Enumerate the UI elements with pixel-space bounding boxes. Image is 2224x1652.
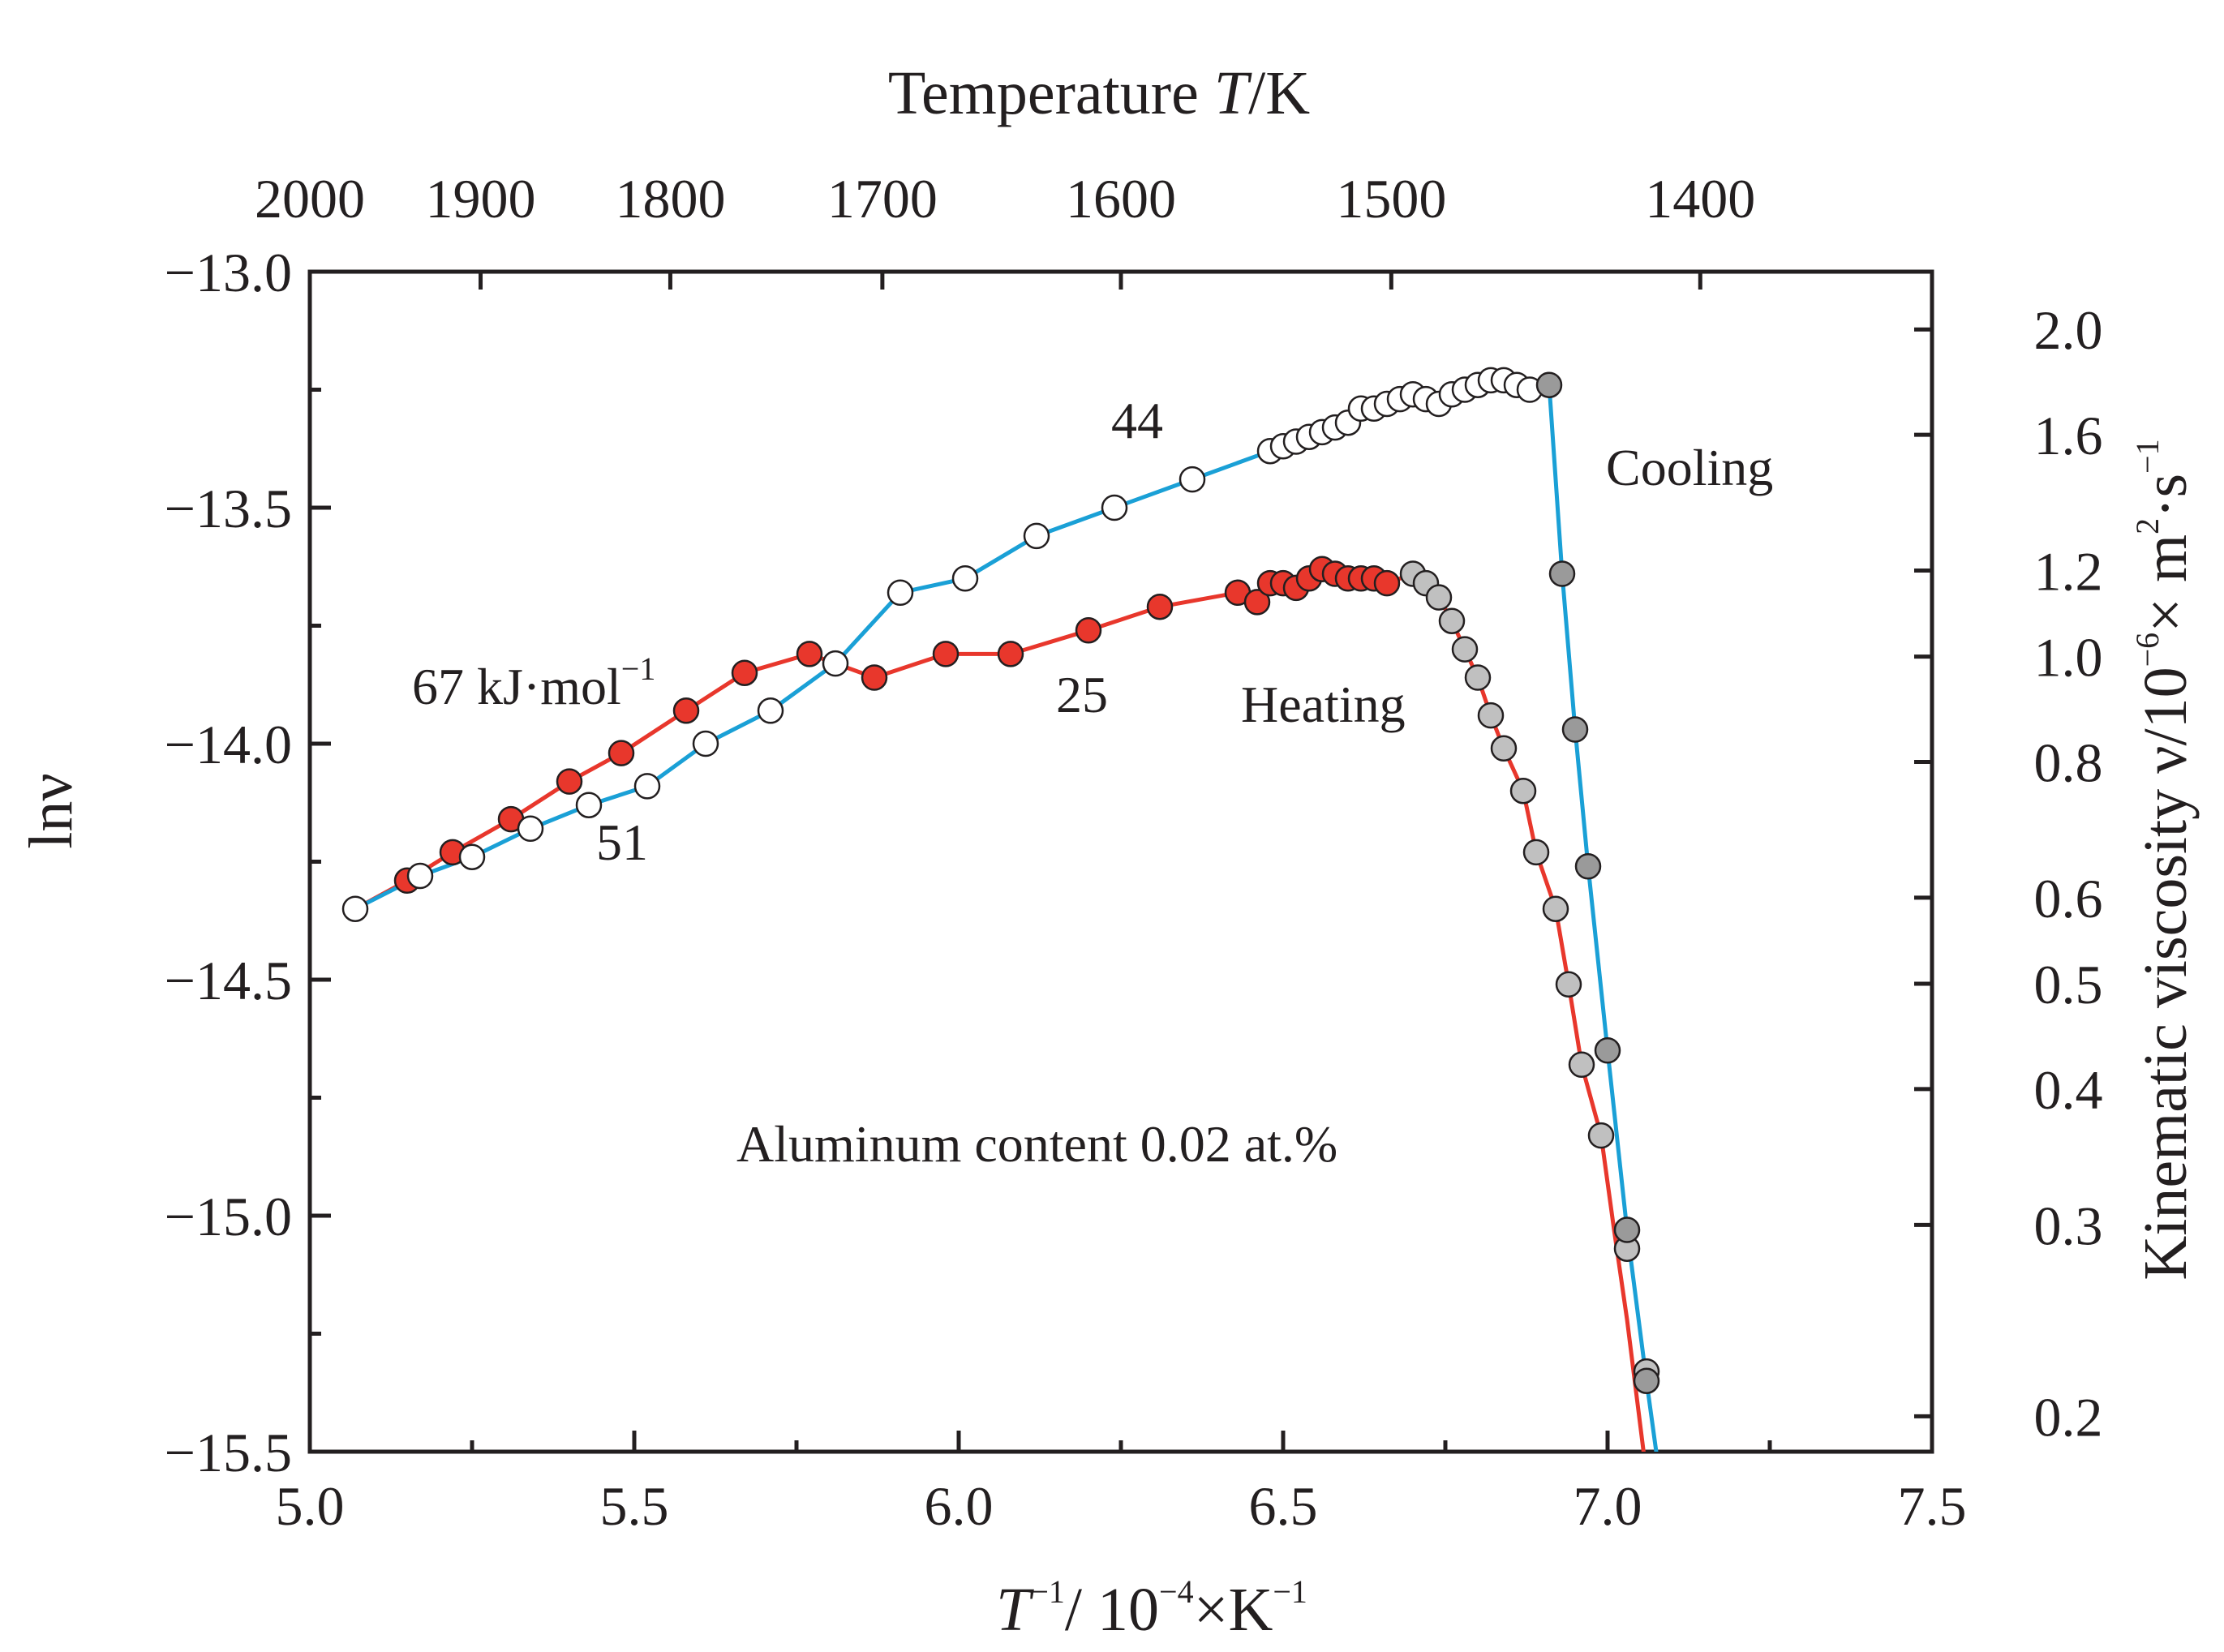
heating-point-grey — [1522, 839, 1550, 866]
y-tick-label: −13.5 — [165, 478, 292, 539]
heating-point — [1146, 593, 1174, 620]
right-tick-label: 0.3 — [2034, 1195, 2103, 1256]
top-tick-label: 1400 — [1645, 168, 1755, 230]
y-axis-title: lnν — [17, 773, 85, 848]
top-tick-label: 1900 — [426, 168, 536, 230]
slope-label-25: 25 — [1056, 666, 1108, 723]
cooling-point — [1023, 522, 1050, 550]
cooling-series-line — [354, 378, 1659, 1452]
cooling-point-dark — [1613, 1216, 1641, 1243]
x-tick-label: 6.5 — [1249, 1475, 1318, 1537]
top-tick-label: 2000 — [255, 168, 365, 230]
slope-label-44: 44 — [1111, 392, 1163, 449]
cooling-point-dark — [1633, 1367, 1660, 1394]
cooling-point — [458, 843, 486, 870]
series-points — [341, 367, 1660, 1394]
top-tick-label: 1800 — [615, 168, 725, 230]
cooling-point-dark — [1548, 560, 1576, 587]
y-tick-label: −13.0 — [165, 242, 292, 303]
y-tick-label: −14.5 — [165, 950, 292, 1011]
heating-point — [1243, 589, 1271, 616]
cooling-point — [406, 862, 434, 890]
cooling-label: Cooling — [1606, 439, 1773, 496]
y-tick-label: −15.5 — [165, 1422, 292, 1483]
x-tick-label: 7.5 — [1898, 1475, 1967, 1537]
heating-point — [997, 641, 1024, 667]
heating-point-grey — [1587, 1122, 1615, 1149]
heating-point — [932, 641, 960, 667]
heating-point — [731, 659, 758, 686]
heating-point — [1075, 617, 1102, 644]
cooling-point — [1101, 494, 1128, 521]
heating-point-grey — [1464, 664, 1492, 691]
top-axis-title: Temperature T/K — [888, 59, 1310, 127]
heating-point — [1373, 569, 1401, 597]
top-tick-label: 1500 — [1336, 168, 1446, 230]
right-tick-label: 2.0 — [2034, 299, 2103, 361]
right-tick-label: 0.6 — [2034, 868, 2103, 929]
cooling-point — [757, 697, 784, 724]
cooling-point — [633, 773, 661, 800]
heating-point-grey — [1451, 636, 1479, 663]
cooling-point — [822, 650, 849, 677]
cooling-point — [517, 815, 544, 843]
series-lines — [354, 378, 1659, 1452]
heating-point-grey — [1568, 1051, 1595, 1079]
cooling-point — [692, 730, 719, 757]
cooling-point-dark — [1535, 371, 1563, 398]
slope-label-51: 51 — [596, 813, 648, 871]
heating-point-grey — [1490, 735, 1518, 762]
composition-label: Aluminum content 0.02 at.% — [736, 1115, 1337, 1173]
right-tick-label: 0.5 — [2034, 954, 2103, 1015]
heating-point — [861, 664, 888, 691]
cooling-point — [575, 792, 603, 818]
x-tick-label: 7.0 — [1574, 1475, 1642, 1537]
right-tick-label: 1.0 — [2034, 627, 2103, 689]
cooling-point-dark — [1594, 1037, 1621, 1064]
x-tick-label: 5.5 — [600, 1475, 669, 1537]
cooling-point — [341, 895, 369, 922]
x-tick-label: 6.0 — [925, 1475, 994, 1537]
x-axis-title: T−1/ 10−4×K−1 — [996, 1573, 1307, 1644]
y-tick-label: −14.0 — [165, 714, 292, 775]
cooling-point — [1179, 466, 1206, 493]
right-tick-label: 1.6 — [2034, 405, 2103, 466]
heating-point — [796, 641, 823, 667]
right-tick-label: 0.8 — [2034, 732, 2103, 793]
axis-ticks — [307, 272, 1932, 1452]
cooling-point — [951, 565, 979, 592]
heating-point — [556, 768, 583, 795]
heating-point-grey — [1509, 777, 1537, 805]
heating-point-grey — [1438, 607, 1466, 634]
top-tick-label: 1700 — [827, 168, 938, 230]
y-tick-label: −15.0 — [165, 1186, 292, 1247]
activation-energy-label: 67 kJ·mol−1 — [412, 650, 655, 715]
cooling-point-dark — [1561, 716, 1589, 743]
heating-point-grey — [1477, 702, 1505, 729]
tick-labels: 5.0 5.5 6.0 6.5 7.0 7.5 −13.0 −13.5 −14.0 −14.5 −1… — [165, 168, 2103, 1537]
right-tick-label: 1.2 — [2034, 541, 2103, 603]
cooling-point — [887, 579, 914, 607]
right-tick-label: 0.2 — [2034, 1386, 2103, 1448]
right-tick-label: 0.4 — [2034, 1059, 2103, 1121]
heating-point-grey — [1555, 971, 1582, 998]
heating-label: Heating — [1241, 676, 1406, 733]
cooling-point-dark — [1574, 853, 1602, 880]
right-axis-title: Kinematic viscosity ν/10−6× m2·s−1 — [2129, 439, 2200, 1280]
heating-point — [672, 697, 700, 724]
top-tick-label: 1600 — [1066, 168, 1176, 230]
heating-point-grey — [1542, 895, 1569, 922]
heating-point — [608, 740, 635, 766]
heating-point-grey — [1425, 584, 1453, 611]
x-tick-label: 5.0 — [276, 1475, 345, 1537]
